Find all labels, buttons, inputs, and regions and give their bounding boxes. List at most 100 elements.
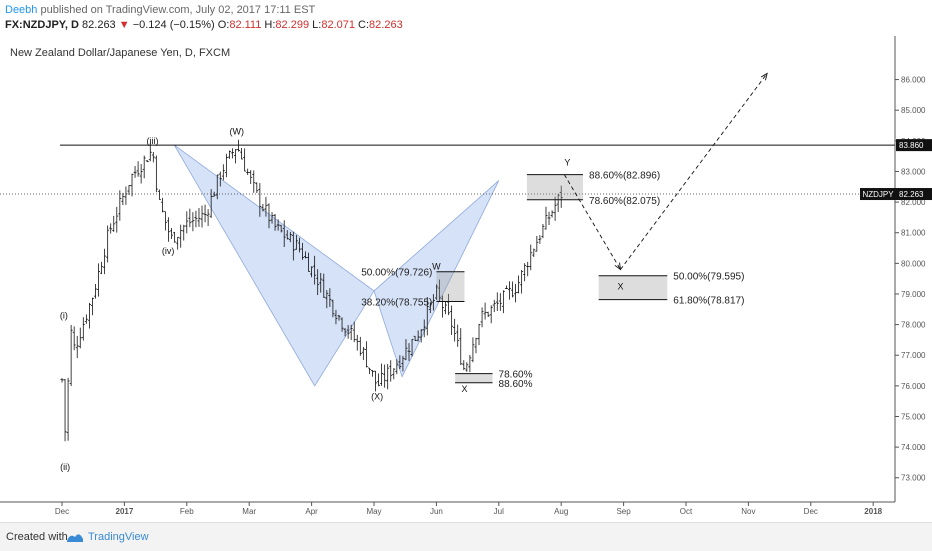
wave-label: Y [564,157,570,167]
candle [258,183,262,217]
candle [450,305,454,335]
candle [504,285,508,290]
candle [358,336,362,356]
wave-label: (iv) [162,246,175,256]
price-chart[interactable]: New Zealand Dollar/Japanese Yen, D, FXCM… [0,36,932,522]
chart-title: New Zealand Dollar/Japanese Yen, D, FXCM [10,47,230,59]
candle [352,321,356,343]
time-tick-label: Jul [494,507,504,516]
price-tag: 82.263 [899,190,924,199]
candle [498,293,502,311]
candle [535,235,539,252]
candle [60,378,64,383]
candle [300,242,304,260]
candle [90,297,94,316]
candle [106,225,110,263]
candle [270,212,274,224]
fib-level-label: 78.60% [499,370,533,381]
fib-level-label: 50.00%(79.726) [361,268,432,279]
fib-zone-box [598,275,668,300]
projection-segment [563,174,621,270]
ohlc-legend: FX:NZDJPY, D 82.263 ▼ −0.124 (−0.15%) O:… [5,19,403,31]
candle [185,211,189,234]
fib-zones: 50.00%(79.726)38.20%(78.755)78.60%88.60%… [361,171,744,390]
candle [261,203,265,212]
time-tick-label: Nov [741,507,755,516]
publish-info: Deebh published on TradingView.com, July… [5,4,315,16]
candle [507,281,511,300]
author-link[interactable]: Deebh [5,4,38,16]
fib-level-label: 61.80%(78.817) [673,296,744,307]
candle [453,318,457,342]
candle [556,194,560,212]
fib-zone-box [526,174,584,200]
candle [462,360,466,371]
candle [209,189,213,219]
candle [212,191,216,197]
candle [157,189,161,201]
candle [188,208,192,228]
fib-level-label: 50.00%(79.595) [673,272,744,283]
candle [425,297,429,336]
symbol-tag: NZDJPY [862,190,894,199]
candle [182,224,186,241]
candle [383,364,387,388]
time-axis[interactable]: Dec 2017 Feb Mar Apr May Jun Jul Aug Sep Oct Nov Dec… [0,501,895,516]
candle [465,362,469,372]
close-label: C: [358,19,370,31]
fib-level-label: 38.20%(78.755) [361,297,432,308]
price-tick-label: 79.000 [901,290,926,299]
candle [483,302,487,320]
candle [170,228,174,239]
candle [395,359,399,375]
candle [313,255,317,285]
candle [252,170,256,193]
candle [112,215,116,232]
candle [401,355,405,372]
tradingview-logo-icon [67,534,83,542]
candle [474,337,478,354]
open-label: O: [217,19,230,31]
fib-zone-box [455,373,493,383]
price-axis[interactable]: 86.00085.00084.00083.00082.00081.00080.0… [860,36,932,502]
wave-label: (i) [60,310,68,320]
level-lines [0,144,895,195]
symbol-label: FX:NZDJPY, D [5,19,79,31]
close-value: 82.263 [369,19,403,31]
candle [316,269,320,296]
projection-arrow-down [614,262,622,271]
last-price: 82.263 [82,19,116,31]
candle [398,355,402,370]
time-tick-label: Mar [242,507,256,516]
candle [517,275,521,294]
candle [78,327,82,349]
candle [249,170,253,185]
wave-label: (ii) [60,462,70,472]
candle [541,224,545,239]
candle [133,165,137,178]
candle [419,329,423,343]
wave-label: (iii) [146,136,158,146]
harmonic-triangle [173,144,375,387]
candle [121,192,125,206]
candle [234,149,238,164]
candle [340,317,344,332]
time-tick-label: Aug [554,507,568,516]
candle [310,266,314,278]
candle [337,314,341,321]
candle [267,203,271,229]
price-tick-label: 74.000 [901,443,926,452]
candle [495,292,499,311]
symbol-tag-bg [860,188,896,201]
candle [480,307,484,328]
candle [428,302,432,313]
tradingview-link[interactable]: TradingView [88,531,149,543]
candle [221,164,225,181]
candle [115,206,119,233]
high-label: H: [264,19,276,31]
candle [404,339,408,361]
candle [84,314,88,324]
candle [489,305,493,324]
candle [109,223,113,234]
candle [456,324,460,347]
